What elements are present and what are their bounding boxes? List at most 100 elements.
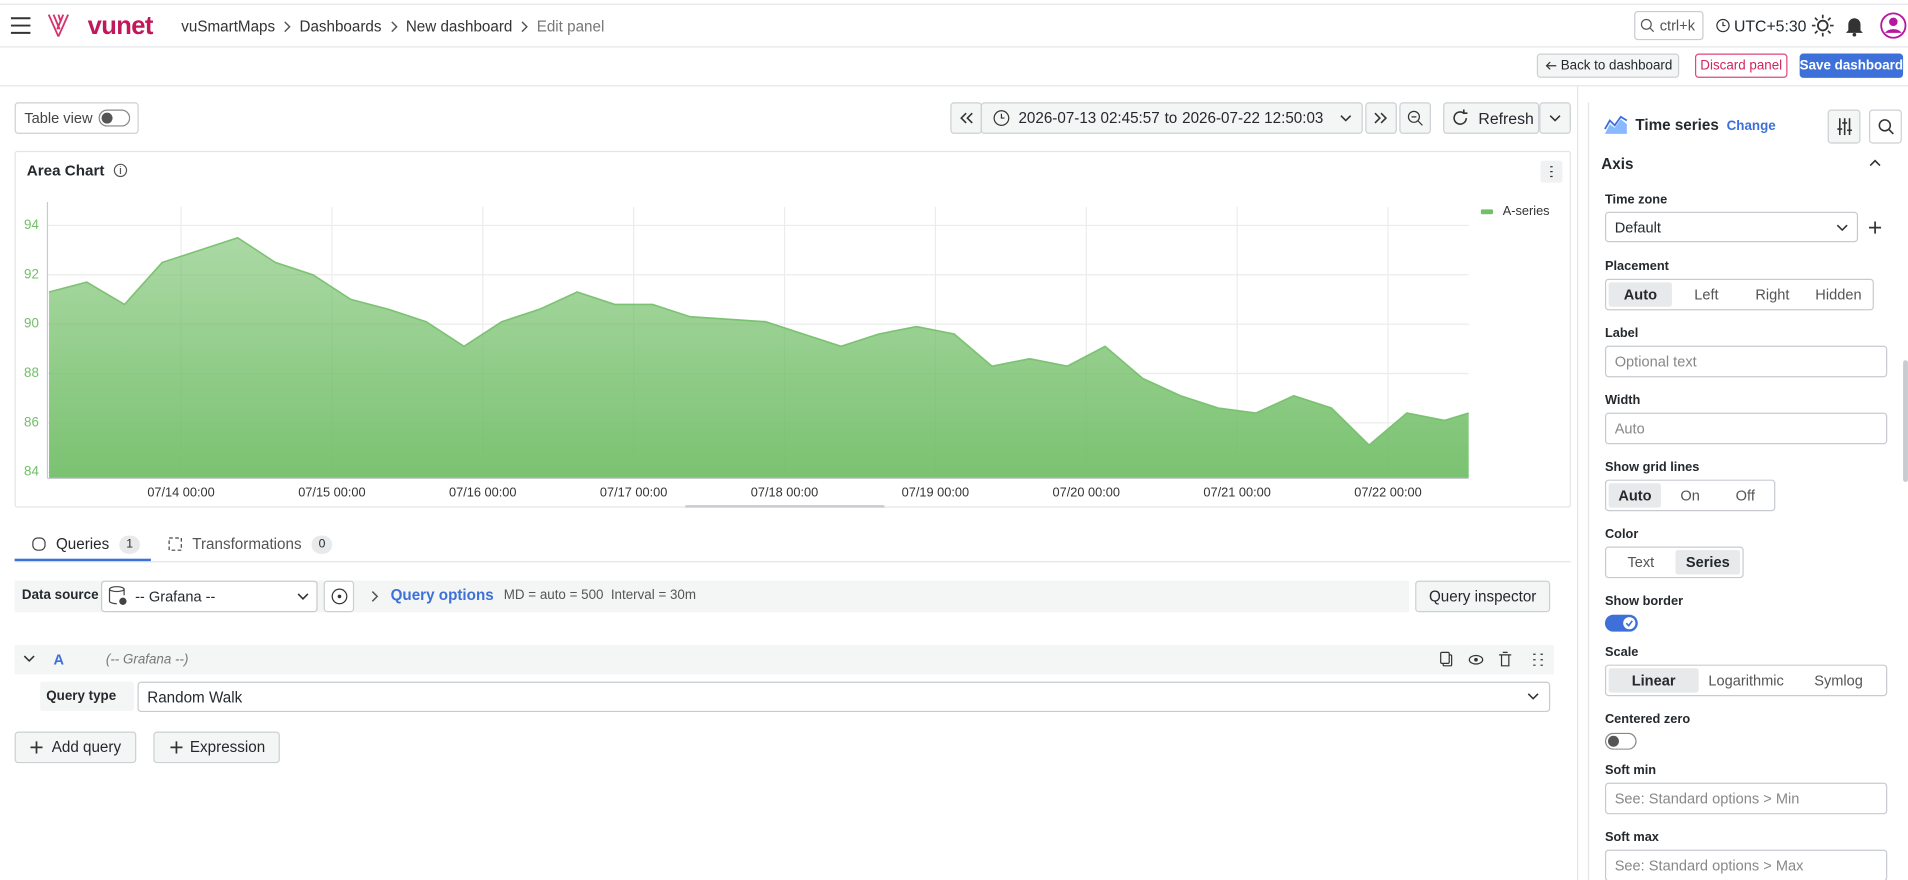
time-from: 2026-07-13 02:45:57 <box>1018 109 1160 127</box>
plus-icon <box>170 741 183 754</box>
field-label: Color <box>1604 527 1639 542</box>
radio-option[interactable]: Logarithmic <box>1708 671 1784 689</box>
icon <box>1549 115 1561 122</box>
shift-back[interactable] <box>950 102 982 134</box>
scrollbar[interactable] <box>685 505 885 508</box>
tab-count: 1 <box>118 534 141 554</box>
text-input[interactable]: See: Standard options > Max <box>1604 849 1888 880</box>
zoom-out[interactable] <box>1399 102 1431 134</box>
query-ref[interactable]: A <box>53 651 65 669</box>
breadcrumb[interactable]: Edit panel <box>536 18 605 36</box>
field-label: Scale <box>1604 645 1639 660</box>
data-source-select[interactable]: -- Grafana -- <box>100 580 318 613</box>
menu-icon[interactable] <box>10 16 32 35</box>
shift-forward[interactable] <box>1365 102 1397 134</box>
avatar[interactable] <box>1880 12 1907 39</box>
section-title[interactable]: Axis <box>1601 155 1634 173</box>
divider <box>0 46 1908 48</box>
radio-option[interactable]: Linear <box>1608 668 1699 693</box>
refresh-menu[interactable] <box>1539 102 1571 134</box>
radio-option[interactable]: Left <box>1694 286 1719 304</box>
scrollbar[interactable] <box>1903 360 1908 483</box>
chevron <box>284 21 291 33</box>
caret <box>1527 693 1539 700</box>
viz-name: Time series <box>1635 116 1719 134</box>
radio-option[interactable]: Text <box>1627 553 1655 571</box>
x-tick-label: 07/17 00:00 <box>600 484 667 499</box>
query-type-select[interactable]: Random Walk <box>137 681 1551 713</box>
radio-option[interactable]: Off <box>1735 486 1755 504</box>
time-picker[interactable]: 2026-07-13 02:45:57 to 2026-07-22 12:50:03 <box>980 102 1363 134</box>
collapse[interactable] <box>23 655 35 663</box>
query-actions[interactable] <box>1438 651 1550 668</box>
radio-option[interactable]: Auto <box>1608 282 1673 307</box>
text-input[interactable]: Optional text <box>1604 345 1888 378</box>
clock-icon <box>993 110 1010 126</box>
change-viz[interactable]: Change <box>1726 119 1776 134</box>
placeholder: See: Standard options > Max <box>1614 856 1804 874</box>
chart: Area Chart 84 86 88 90 92 94 07/14 00:00 07/15 … <box>24 160 1563 508</box>
y-tick-label: 92 <box>24 266 39 281</box>
tab[interactable]: Transformations 0 <box>168 531 333 558</box>
radio-option[interactable]: Hidden <box>1815 286 1862 304</box>
button-label: Refresh <box>1478 108 1534 128</box>
breadcrumb[interactable]: Dashboards <box>299 18 382 36</box>
add-icon[interactable] <box>1869 221 1882 234</box>
placeholder: Auto <box>1614 419 1645 437</box>
collapse[interactable] <box>1869 159 1881 167</box>
toggle[interactable] <box>1604 614 1639 632</box>
back-button[interactable]: Back to dashboard <box>1536 53 1680 78</box>
query-inspector[interactable]: Query inspector <box>1415 580 1551 613</box>
text-input[interactable]: See: Standard options > Min <box>1604 782 1888 815</box>
icon-shape <box>32 537 46 551</box>
radio-option[interactable]: Right <box>1755 286 1790 304</box>
discard-button[interactable]: Discard panel <box>1695 53 1788 78</box>
icon-shape <box>168 537 182 551</box>
search-options[interactable] <box>1869 109 1902 144</box>
toggle[interactable] <box>1604 732 1639 750</box>
caret <box>297 593 309 600</box>
x-tick-label: 07/20 00:00 <box>1053 484 1120 499</box>
add-query[interactable]: Add query <box>14 731 137 764</box>
timezone[interactable]: UTC+5:30 <box>1733 17 1807 36</box>
tab[interactable]: Queries 1 <box>32 531 141 558</box>
y-tick-label: 94 <box>24 217 39 232</box>
x-tick-label: 07/22 00:00 <box>1354 484 1421 499</box>
radio-group: Text Series <box>1604 546 1744 579</box>
search-box[interactable]: ctrl+k <box>1634 10 1704 41</box>
radio-option[interactable]: Symlog <box>1814 671 1863 689</box>
save-button[interactable]: Save dashboard <box>1799 53 1904 78</box>
radio-option[interactable]: Series <box>1675 550 1741 575</box>
query-header <box>14 645 1554 675</box>
radio-option[interactable]: Auto <box>1608 483 1662 508</box>
db-icon <box>108 586 127 605</box>
refresh-button[interactable]: Refresh <box>1443 102 1540 134</box>
help-button[interactable] <box>323 580 355 613</box>
select-value: -- Grafana -- <box>135 587 216 605</box>
breadcrumb[interactable]: New dashboard <box>405 18 513 36</box>
field-label: Show grid lines <box>1604 460 1700 475</box>
chart-title: Area Chart <box>27 163 105 180</box>
breadcrumb[interactable]: vuSmartMaps <box>181 18 276 36</box>
chevron[interactable] <box>370 590 380 602</box>
info-icon[interactable] <box>113 163 128 178</box>
field-label: Soft min <box>1604 763 1657 778</box>
bell-icon[interactable] <box>1845 15 1864 37</box>
select[interactable]: Default <box>1604 211 1859 243</box>
logo-icon <box>47 14 69 37</box>
theme-icon[interactable] <box>1811 14 1834 37</box>
options-toggle[interactable] <box>1827 109 1861 144</box>
select-value: Random Walk <box>147 688 243 706</box>
radio-group: Auto Left Right Hidden <box>1604 278 1874 311</box>
icon <box>1836 118 1852 136</box>
button-label: Query inspector <box>1428 587 1537 605</box>
text-input[interactable]: Auto <box>1604 412 1888 445</box>
y-tick-label: 88 <box>24 365 39 380</box>
x-tick-label: 07/16 00:00 <box>449 484 516 499</box>
radio-option[interactable]: On <box>1680 486 1700 504</box>
query-options[interactable]: Query options <box>390 586 494 604</box>
toggle-off[interactable] <box>98 109 131 127</box>
placeholder: See: Standard options > Min <box>1614 789 1800 808</box>
brand[interactable]: vunet <box>87 12 154 41</box>
button-label: Add query <box>51 738 122 756</box>
